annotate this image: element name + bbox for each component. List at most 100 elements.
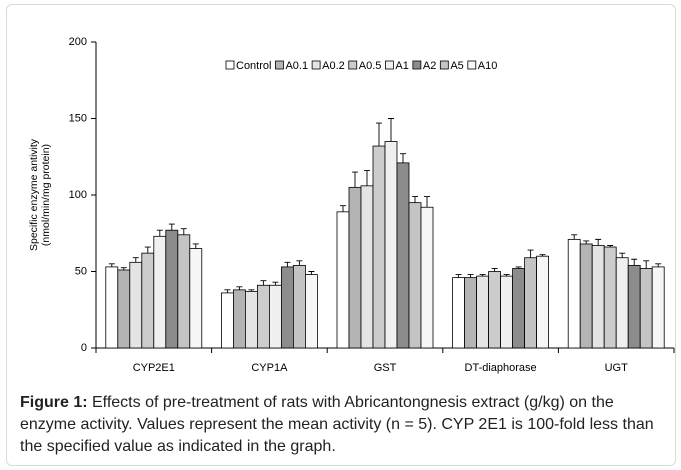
bar (396, 162, 410, 349)
error-bar (308, 271, 315, 275)
bar (372, 145, 386, 349)
bar (304, 274, 318, 349)
y-tick-label: 100 (69, 189, 87, 201)
bar (280, 266, 294, 349)
bar (348, 186, 362, 349)
error-bar (539, 254, 546, 257)
error-bar (424, 196, 430, 208)
bar (360, 185, 374, 349)
bar (512, 268, 525, 349)
y-axis-label: Specific enzyme antivity (28, 138, 40, 251)
error-bar (352, 171, 358, 188)
error-bar (631, 258, 638, 266)
error-bar (515, 266, 522, 269)
bar (384, 141, 398, 349)
error-bar (467, 274, 474, 278)
bar (567, 238, 581, 349)
x-tick-label: UGT (605, 362, 629, 374)
error-bar (376, 122, 382, 147)
bar (177, 234, 191, 349)
error-bar (455, 274, 462, 278)
error-bar (144, 246, 151, 254)
bar (141, 252, 155, 349)
error-bar (503, 274, 510, 277)
bar (627, 264, 641, 349)
legend-label: A0.1 (285, 60, 308, 72)
error-bar (156, 229, 163, 237)
error-bar (619, 252, 626, 258)
bar (117, 269, 131, 349)
error-bar (236, 286, 243, 290)
bar (500, 275, 514, 349)
bar (153, 235, 167, 349)
bar (129, 261, 143, 349)
bar (420, 206, 434, 349)
error-bar (224, 289, 231, 293)
bar (165, 229, 179, 349)
error-bar (132, 257, 139, 263)
bar (220, 292, 234, 349)
x-tick-label: CYP2E1 (133, 362, 175, 374)
bar (615, 257, 629, 349)
caption: Figure 1: Effects of pre-treatment of ra… (20, 392, 670, 458)
error-bar (607, 245, 614, 248)
bar (256, 284, 270, 349)
error-bar (168, 223, 175, 231)
bar (524, 257, 537, 349)
caption-label: Figure 1: (20, 394, 88, 411)
bar (464, 277, 478, 349)
y-tick-label: 150 (69, 112, 87, 124)
error-bar (643, 260, 650, 269)
bar (244, 290, 258, 349)
error-bar (388, 118, 394, 142)
error-bar (296, 260, 303, 266)
legend-label: A0.5 (359, 60, 382, 72)
legend-swatch (275, 60, 284, 70)
error-bar (400, 153, 406, 163)
error-bar (412, 196, 418, 203)
bar (232, 289, 246, 349)
y-tick-label: 50 (75, 265, 87, 277)
error-bar (192, 243, 199, 249)
y-axis-label: (nmol/min/mg protein) (40, 144, 52, 246)
error-bar (595, 238, 602, 246)
x-tick-label: GST (374, 362, 397, 374)
legend-swatch (348, 60, 358, 70)
error-bar (583, 240, 590, 244)
error-bar (120, 267, 127, 270)
legend-swatch (311, 60, 321, 70)
error-bar (571, 234, 578, 240)
legend-label: A0.2 (322, 60, 345, 72)
y-tick-label: 0 (81, 342, 87, 354)
legend-swatch (225, 60, 235, 70)
bar (651, 266, 665, 349)
y-tick-label: 200 (69, 36, 87, 48)
error-bar (340, 205, 346, 212)
bar (268, 284, 282, 349)
legend-label: A2 (423, 60, 436, 72)
error-bar (108, 263, 115, 267)
bar (408, 202, 422, 349)
bar (452, 277, 466, 349)
bar (336, 211, 350, 349)
bar (292, 264, 306, 349)
bar (591, 245, 605, 349)
bar (488, 271, 502, 349)
bar (189, 248, 203, 349)
error-bar (491, 267, 498, 272)
error-bar (479, 274, 486, 277)
legend-swatch (384, 60, 394, 70)
error-bar (527, 249, 534, 258)
bar (639, 268, 653, 349)
caption-text: Effects of pre-treatment of rats with Ab… (20, 394, 654, 455)
error-bar (248, 289, 255, 292)
figure-frame (6, 4, 676, 466)
error-bar (364, 170, 370, 186)
legend-label: Control (236, 60, 271, 72)
bar (476, 275, 490, 349)
error-bar (272, 281, 279, 286)
bar (105, 266, 119, 349)
x-tick-label: DT-diaphorase (465, 362, 537, 374)
legend-swatch (467, 60, 477, 70)
